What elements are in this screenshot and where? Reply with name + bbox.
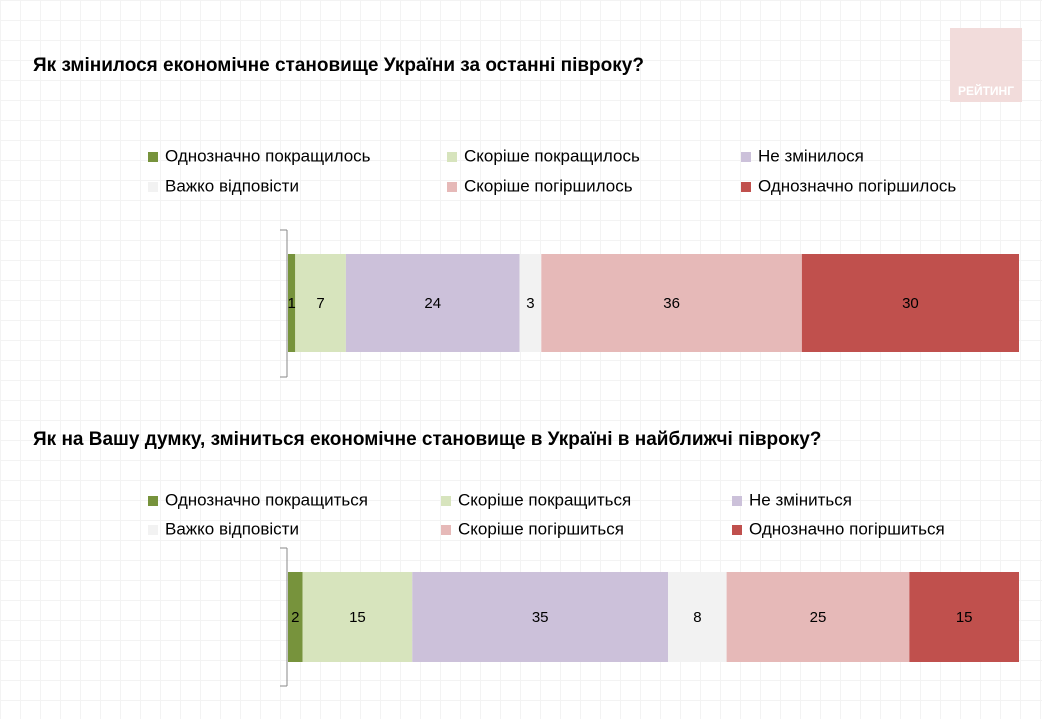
legend-swatch — [441, 525, 451, 535]
bar-segment — [726, 572, 910, 662]
legend-swatch — [741, 152, 751, 162]
bar-segment — [302, 572, 413, 662]
data-label: 15 — [349, 609, 366, 626]
legend-swatch — [447, 152, 457, 162]
bar-segment — [288, 572, 303, 662]
data-label: 35 — [532, 609, 549, 626]
legend-label: Скоріше погіршилось — [464, 176, 633, 195]
data-label: 8 — [693, 609, 701, 626]
legend-swatch — [148, 152, 158, 162]
logo-box — [950, 28, 1022, 102]
bar-segment — [909, 572, 1019, 662]
data-label: 15 — [956, 609, 973, 626]
data-label: 24 — [424, 295, 441, 312]
legend-label: Однозначно покращилось — [165, 146, 371, 165]
chart-title: Як на Вашу думку, зміниться економічне с… — [33, 429, 821, 450]
bar-segment — [668, 572, 727, 662]
legend-label: Однозначно погіршилось — [758, 176, 956, 195]
legend-swatch — [148, 182, 158, 192]
legend-label: Не змінилося — [758, 146, 864, 165]
legend-swatch — [741, 182, 751, 192]
legend-label: Важко відповісти — [165, 519, 299, 538]
legend-swatch — [447, 182, 457, 192]
bar-segment — [801, 254, 1019, 352]
legend-label: Важко відповісти — [165, 176, 299, 195]
data-label: 7 — [316, 295, 324, 312]
legend-label: Однозначно погіршиться — [749, 519, 945, 538]
bar-segment — [345, 254, 520, 352]
legend-swatch — [148, 525, 158, 535]
bar-segment — [519, 254, 542, 352]
legend-swatch — [732, 525, 742, 535]
legend-swatch — [441, 496, 451, 506]
chart-title: Як змінилося економічне становище Україн… — [33, 55, 644, 76]
data-label: 30 — [902, 295, 919, 312]
legend-label: Скоріше покращиться — [458, 490, 631, 509]
data-label: 3 — [526, 295, 534, 312]
bar-segment — [412, 572, 669, 662]
data-label: 36 — [663, 295, 680, 312]
legend-label: Однозначно покращиться — [165, 490, 368, 509]
legend-label: Скоріше покращилось — [464, 146, 640, 165]
data-label: 2 — [291, 609, 299, 626]
data-label: 1 — [287, 295, 295, 312]
bar-segment — [288, 254, 296, 352]
data-label: 25 — [810, 609, 827, 626]
bar-segment — [541, 254, 802, 352]
legend-label: Скоріше погіршиться — [458, 519, 624, 538]
legend-swatch — [148, 496, 158, 506]
legend-swatch — [732, 496, 742, 506]
legend-label: Не зміниться — [749, 490, 852, 509]
bar-segment — [295, 254, 346, 352]
logo: РЕЙТИНГ — [958, 83, 1014, 98]
